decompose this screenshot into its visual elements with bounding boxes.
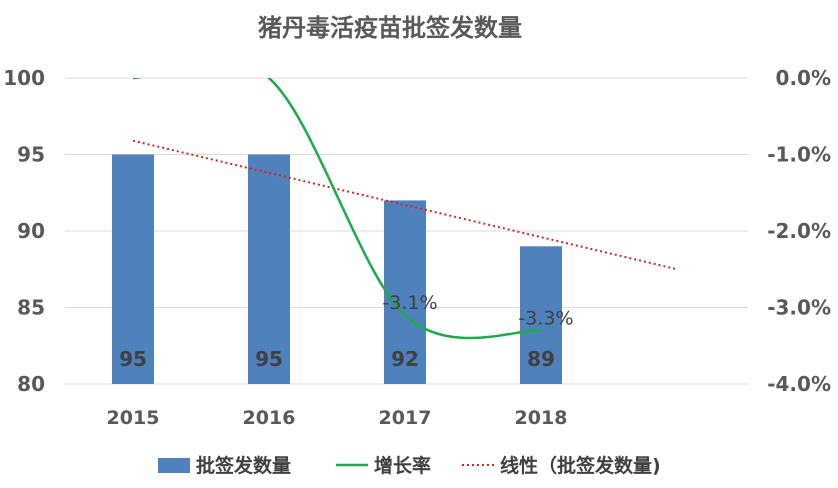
legend: 批签发数量 增长率 线性（批签发数量) bbox=[158, 454, 661, 477]
bar-data-label: 89 bbox=[527, 347, 555, 371]
bar-data-label: 92 bbox=[391, 347, 419, 371]
y-right-tick-label: -2.0% bbox=[767, 219, 831, 243]
growth-data-label: -3.1% bbox=[382, 292, 437, 314]
bar bbox=[384, 200, 426, 384]
data-labels: 95 95 92 89 -3.1% -3.3% bbox=[119, 292, 573, 371]
growth-line bbox=[133, 78, 542, 340]
y-right-tick-label: -4.0% bbox=[767, 372, 831, 396]
growth-line-path bbox=[133, 78, 542, 340]
bar-data-label: 95 bbox=[255, 347, 283, 371]
bar bbox=[248, 154, 290, 384]
y-right-tick-label: 0.0% bbox=[776, 66, 831, 90]
y-left-tick-label: 90 bbox=[17, 219, 45, 243]
y-left-tick-label: 85 bbox=[17, 296, 45, 320]
bar-series bbox=[112, 154, 562, 384]
legend-swatch-bar bbox=[158, 458, 190, 473]
x-tick-label: 2017 bbox=[379, 407, 432, 429]
legend-label-trendline: 线性（批签发数量) bbox=[500, 454, 661, 477]
x-tick-label: 2015 bbox=[107, 407, 160, 429]
growth-data-label: -3.3% bbox=[518, 307, 573, 329]
bar-data-label: 95 bbox=[119, 347, 147, 371]
bar bbox=[112, 154, 154, 384]
y-left-tick-label: 80 bbox=[17, 372, 45, 396]
legend-label-bar: 批签发数量 bbox=[196, 454, 291, 477]
y-left-tick-label: 100 bbox=[3, 66, 45, 90]
x-tick-label: 2016 bbox=[243, 407, 296, 429]
y-right-tick-label: -1.0% bbox=[767, 143, 831, 167]
axis-ticks: 80 85 90 95 100 -4.0% -3.0% -2.0% -1.0% 0.0% 2015 2… bbox=[3, 66, 831, 429]
y-left-tick-label: 95 bbox=[17, 143, 45, 167]
x-tick-label: 2018 bbox=[515, 407, 568, 429]
y-right-tick-label: -3.0% bbox=[767, 296, 831, 320]
legend-label-line: 增长率 bbox=[374, 454, 431, 477]
chart-title: 猪丹毒活疫苗批签发数量 bbox=[258, 14, 522, 42]
bar bbox=[520, 246, 562, 384]
